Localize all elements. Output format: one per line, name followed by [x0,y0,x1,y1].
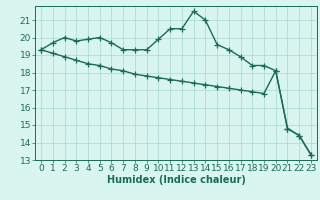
X-axis label: Humidex (Indice chaleur): Humidex (Indice chaleur) [107,175,245,185]
